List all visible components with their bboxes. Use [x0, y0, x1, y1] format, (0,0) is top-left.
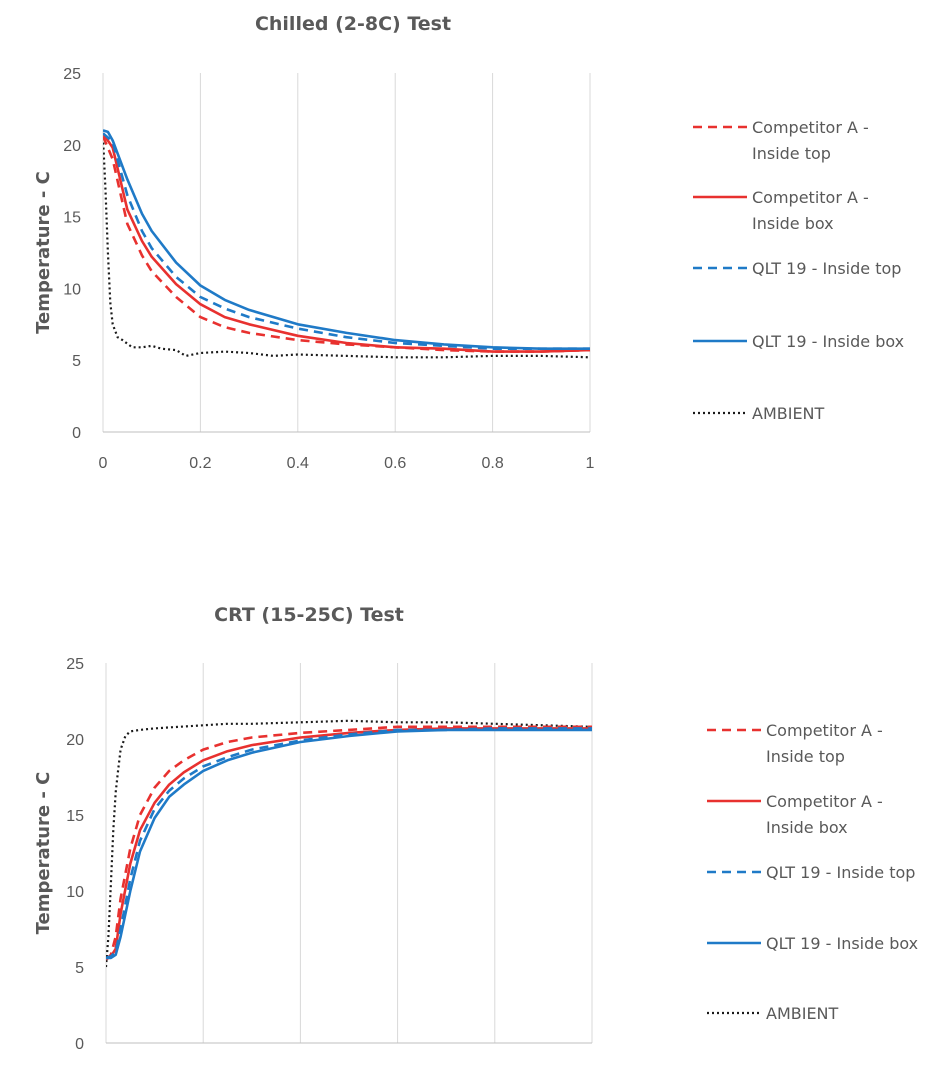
y-tick-label: 25 [63, 66, 81, 83]
series-line-qlt-19-inside-box [103, 129, 590, 350]
series-line-qlt-19-inside-top [103, 132, 590, 350]
legend-label-qlt-19-inside-top: QLT 19 - Inside top [766, 863, 915, 882]
legend-label-competitor-a-inside-top: Competitor A -Inside top [752, 118, 869, 163]
x-tick-label: 0.4 [287, 455, 309, 472]
legend-label-qlt-19-inside-box: QLT 19 - Inside box [752, 332, 904, 351]
x-tick-label: 0.2 [189, 455, 211, 472]
y-tick-label: 15 [63, 210, 81, 227]
y-tick-label: 0 [72, 425, 81, 442]
legend-label-competitor-a-inside-box: Competitor A -Inside box [766, 792, 883, 837]
y-tick-label: 25 [66, 656, 84, 673]
x-tick-label: 0.8 [481, 455, 503, 472]
legend-label-ambient: AMBIENT [752, 404, 825, 423]
y-tick-label: 5 [72, 353, 81, 370]
y-tick-label: 15 [66, 808, 84, 825]
chilled-test-chart: Chilled (2-8C) Test Temperature - C 0 5 10 15… [0, 0, 939, 520]
x-tick-label: 0.6 [384, 455, 406, 472]
series-line-ambient [106, 719, 593, 968]
series-line-competitor-a-inside-top [103, 135, 591, 353]
x-tick-label: 1 [586, 455, 595, 472]
legend-label-competitor-a-inside-top: Competitor A -Inside top [766, 721, 883, 766]
crt-test-chart-svg: CRT (15-25C) Test Temperature - C 0 5 10 15 20… [33, 604, 918, 1053]
y-tick-label: 0 [75, 1036, 84, 1053]
y-axis-title: Temperature - C [33, 772, 54, 935]
series-line-ambient [103, 137, 591, 359]
y-tick-label: 10 [66, 884, 84, 901]
legend-label-qlt-19-inside-box: QLT 19 - Inside box [766, 934, 918, 953]
chart-title: Chilled (2-8C) Test [255, 13, 451, 35]
series-line-competitor-a-inside-top [106, 725, 592, 961]
y-tick-label: 10 [63, 281, 81, 298]
crt-test-chart: CRT (15-25C) Test Temperature - C 0 5 10 15 20… [0, 590, 939, 1083]
series-line-qlt-19-inside-box [106, 728, 592, 960]
chart-title: CRT (15-25C) Test [214, 604, 404, 626]
y-tick-label: 5 [75, 960, 84, 977]
y-axis-title: Temperature - C [33, 171, 54, 334]
y-tick-label: 20 [66, 732, 84, 749]
y-tick-label: 20 [63, 138, 81, 155]
series-line-competitor-a-inside-box [106, 727, 592, 961]
legend-label-competitor-a-inside-box: Competitor A -Inside box [752, 188, 869, 233]
x-tick-label: 0 [99, 455, 108, 472]
series-line-competitor-a-inside-box [103, 132, 591, 353]
legend-label-ambient: AMBIENT [766, 1004, 839, 1023]
legend-label-qlt-19-inside-top: QLT 19 - Inside top [752, 259, 901, 278]
